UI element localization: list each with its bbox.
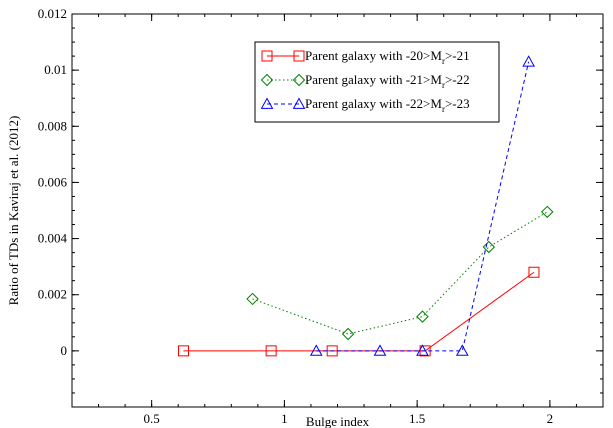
data-point: [416, 344, 429, 356]
data-point: [341, 327, 355, 341]
series-line: [252, 211, 548, 335]
y-tick-label: 0.01: [44, 62, 67, 77]
legend-entry-2: Parent galaxy with -21>Mr>-22: [260, 72, 470, 90]
series-line: [316, 61, 530, 352]
x-tick-label: 1: [281, 411, 288, 426]
data-point: [416, 310, 429, 323]
x-axis-label: Bulge index: [306, 414, 370, 428]
data-point: [265, 345, 277, 357]
x-tick-label: 2: [547, 411, 554, 426]
y-tick-label: 0.008: [38, 118, 67, 133]
legend-label: Parent galaxy with -22>Mr>-23: [305, 96, 470, 114]
data-point: [482, 240, 496, 254]
series-layer: [178, 55, 554, 357]
legend-label: Parent galaxy with -20>Mr>-21: [305, 48, 470, 66]
legend-marker: [293, 50, 305, 62]
legend-label: Parent galaxy with -21>Mr>-22: [305, 72, 470, 90]
data-point: [541, 205, 554, 219]
y-tick-label: 0.002: [38, 287, 67, 302]
data-point: [178, 345, 190, 357]
legend-marker: [292, 73, 306, 87]
legend-marker: [261, 50, 273, 62]
data-point: [455, 344, 469, 356]
y-tick-label: 0.006: [38, 174, 68, 189]
axes: 0.5 1 1.5 2 0 0.002 0.004 0.006 0.008 0.01 0.012: [38, 6, 604, 426]
x-tick-label: 0.5: [144, 411, 160, 426]
data-point: [246, 292, 259, 306]
legend: Parent galaxy with -20>Mr>-21 Parent gala…: [254, 41, 500, 123]
legend-marker: [260, 73, 274, 87]
series-3: [309, 55, 536, 356]
y-axis-label: Ratio of TDs in Kaviraj et al. (2012): [6, 116, 21, 306]
series-2: [246, 205, 554, 341]
data-point: [522, 55, 536, 67]
y-tick-label: 0: [61, 343, 68, 358]
y-tick-label: 0.012: [38, 6, 67, 21]
legend-entry-1: Parent galaxy with -20>Mr>-21: [261, 48, 470, 66]
legend-entry-3: Parent galaxy with -22>Mr>-23: [260, 96, 470, 114]
legend-marker: [292, 97, 306, 109]
data-point: [528, 266, 540, 278]
legend-marker: [260, 97, 274, 109]
data-point: [309, 344, 323, 356]
x-tick-label: 1.5: [409, 411, 425, 426]
y-tick-label: 0.004: [38, 231, 68, 246]
data-point: [373, 344, 387, 356]
